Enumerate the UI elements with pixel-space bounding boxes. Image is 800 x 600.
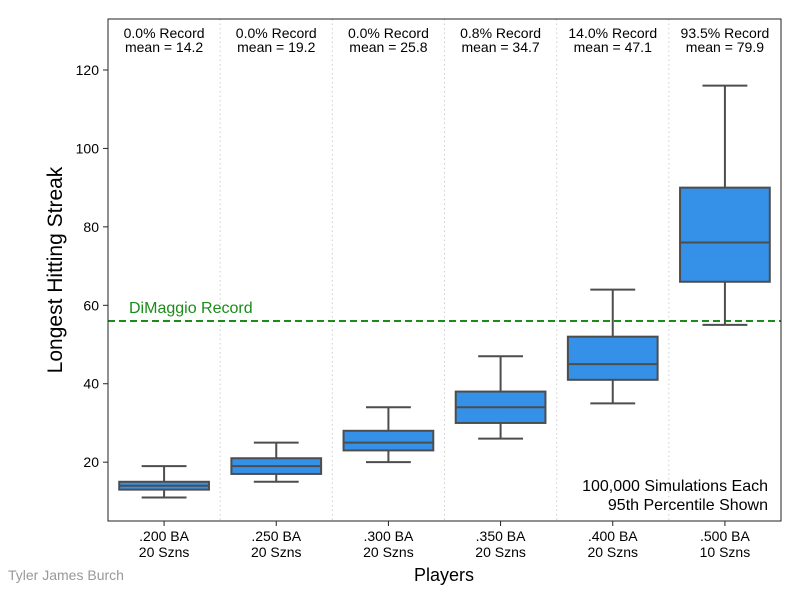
x-tick-label-ba: .300 BA — [364, 528, 414, 544]
x-axis-label: Players — [414, 565, 474, 585]
dimaggio-record-label: DiMaggio Record — [129, 300, 253, 317]
x-tick-label-ba: .500 BA — [700, 528, 750, 544]
x-tick-label-seasons: 20 Szns — [475, 544, 526, 560]
box-series — [118, 84, 771, 499]
box-0 — [118, 465, 210, 499]
iqr-box — [342, 429, 435, 452]
record-percent-label: 0.0% Record — [124, 25, 205, 41]
category-separators — [219, 19, 670, 521]
x-tick-label-ba: .400 BA — [588, 528, 638, 544]
box-2 — [342, 406, 435, 464]
simulation-note-line2: 95th Percentile Shown — [608, 497, 768, 514]
box-4 — [566, 288, 659, 405]
x-tick-label-ba: .200 BA — [139, 528, 189, 544]
y-tick-label: 40 — [83, 376, 99, 392]
record-percent-label: 14.0% Record — [568, 25, 657, 41]
y-tick-label: 20 — [83, 454, 99, 470]
author-credit: Tyler James Burch — [8, 567, 124, 583]
mean-label: mean = 79.9 — [686, 39, 764, 55]
x-tick-label-seasons: 20 Szns — [251, 544, 302, 560]
y-axis: 20 40 60 80 100 120 — [76, 62, 108, 470]
simulation-note-line1: 100,000 Simulations Each — [582, 478, 768, 495]
x-tick-label-seasons: 10 Szns — [700, 544, 751, 560]
x-tick-label-ba: .250 BA — [251, 528, 301, 544]
x-tick-label-ba: .350 BA — [476, 528, 526, 544]
x-tick-label-seasons: 20 Szns — [587, 544, 638, 560]
y-tick-label: 100 — [76, 140, 100, 156]
x-tick-label-seasons: 20 Szns — [363, 544, 414, 560]
box-3 — [454, 355, 547, 440]
mean-label: mean = 25.8 — [349, 39, 427, 55]
iqr-box — [566, 335, 659, 381]
x-tick-label-seasons: 20 Szns — [139, 544, 190, 560]
record-percent-label: 93.5% Record — [681, 25, 770, 41]
plot-frame — [107, 18, 782, 522]
y-tick-label: 120 — [76, 62, 100, 78]
mean-label: mean = 14.2 — [125, 39, 203, 55]
box-5 — [679, 84, 771, 326]
y-tick-label: 80 — [83, 219, 99, 235]
record-percent-label: 0.0% Record — [236, 25, 317, 41]
iqr-box — [679, 186, 771, 283]
y-tick-label: 60 — [83, 297, 99, 313]
mean-label: mean = 47.1 — [574, 39, 652, 55]
mean-label: mean = 19.2 — [237, 39, 315, 55]
box-1 — [230, 441, 323, 483]
record-percent-label: 0.0% Record — [348, 25, 429, 41]
record-percent-label: 0.8% Record — [460, 25, 541, 41]
y-axis-label: Longest Hitting Streak — [44, 166, 67, 373]
mean-label: mean = 34.7 — [461, 39, 539, 55]
reference-line-group: DiMaggio Record — [108, 300, 781, 322]
